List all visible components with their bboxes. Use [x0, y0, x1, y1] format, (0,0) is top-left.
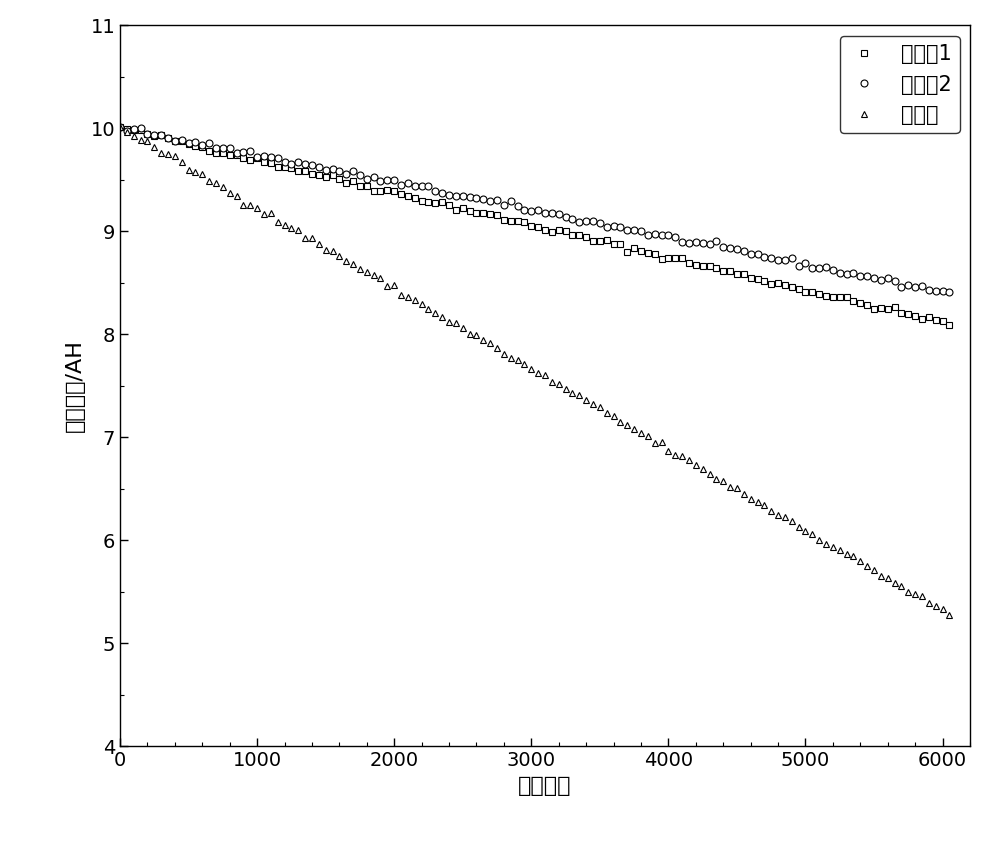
实施例2: [943, 287, 955, 297]
对比例: [882, 573, 894, 583]
实施例1: [114, 122, 126, 132]
实施例1: [306, 169, 318, 179]
X-axis label: 循环次数: 循环次数: [518, 776, 572, 795]
对比例: [381, 282, 393, 292]
实施例2: [642, 230, 654, 240]
对比例: [306, 233, 318, 243]
实施例1: [642, 248, 654, 258]
对比例: [114, 122, 126, 132]
实施例1: [943, 321, 955, 331]
实施例1: [381, 186, 393, 196]
实施例2: [381, 175, 393, 185]
Line: 实施例2: 实施例2: [117, 124, 953, 295]
对比例: [566, 388, 578, 399]
实施例2: [306, 160, 318, 170]
实施例1: [916, 315, 928, 325]
Legend: 实施例1, 实施例2, 对比例: 实施例1, 实施例2, 对比例: [840, 36, 960, 133]
对比例: [916, 591, 928, 601]
Line: 实施例1: 实施例1: [117, 124, 953, 329]
对比例: [943, 610, 955, 620]
实施例2: [566, 214, 578, 224]
Line: 对比例: 对比例: [117, 124, 953, 618]
对比例: [642, 432, 654, 442]
实施例1: [882, 304, 894, 315]
Y-axis label: 电池容量/AH: 电池容量/AH: [65, 339, 85, 432]
实施例2: [114, 122, 126, 132]
实施例2: [916, 282, 928, 292]
实施例1: [566, 230, 578, 240]
实施例2: [882, 272, 894, 282]
